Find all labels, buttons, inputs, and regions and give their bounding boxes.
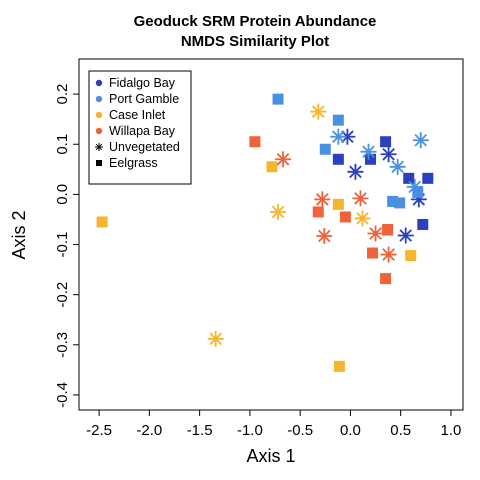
x-tick-label: 0.5 [390, 422, 411, 439]
legend-site-dot [96, 80, 102, 86]
y-tick-label: -0.1 [54, 232, 71, 258]
x-tick-label: -1.0 [237, 422, 263, 439]
data-point-square [394, 197, 405, 208]
data-point-square [333, 154, 344, 165]
data-point-asterisk [407, 179, 423, 195]
data-point-asterisk [390, 159, 406, 175]
data-point-square [273, 94, 284, 105]
data-point-asterisk [347, 164, 363, 180]
data-point-asterisk [381, 247, 397, 263]
y-tick-label: -0.4 [54, 382, 71, 408]
data-point-asterisk [270, 204, 286, 220]
data-point-asterisk [361, 144, 377, 160]
data-point-square [333, 115, 344, 126]
data-point-square [334, 361, 345, 372]
legend-site-label: Fidalgo Bay [109, 76, 176, 90]
data-point-asterisk [316, 228, 332, 244]
x-tick-label: -2.0 [136, 422, 162, 439]
legend-habitat-label: Eelgrass [109, 156, 158, 170]
data-point-asterisk [275, 151, 291, 167]
legend-site-label: Port Gamble [109, 92, 179, 106]
legend-site-dot [96, 96, 102, 102]
legend-site-label: Willapa Bay [109, 124, 176, 138]
data-point-square [382, 224, 393, 235]
x-tick-label: -2.5 [86, 422, 112, 439]
data-point-square [313, 206, 324, 217]
x-tick-label: -1.5 [187, 422, 213, 439]
legend-habitat-label: Unvegetated [109, 140, 180, 154]
data-point-asterisk [310, 104, 326, 120]
data-point-square [367, 248, 378, 259]
data-point-square [340, 211, 351, 222]
data-point-asterisk [368, 225, 384, 241]
data-point-square [422, 173, 433, 184]
legend-site-dot [96, 112, 102, 118]
legend-site-label: Case Inlet [109, 108, 166, 122]
y-axis-label: Axis 2 [9, 210, 29, 259]
y-tick-label: -0.2 [54, 282, 71, 308]
legend-asterisk-marker [95, 143, 103, 151]
data-point-square [417, 219, 428, 230]
data-point-asterisk [208, 331, 224, 347]
data-point-asterisk [352, 190, 368, 206]
x-tick-label: -0.5 [287, 422, 313, 439]
legend-square-marker [96, 160, 102, 166]
x-tick-label: 1.0 [441, 422, 462, 439]
data-point-square [267, 161, 278, 172]
data-point-square [97, 216, 108, 227]
x-tick-label: 0.0 [340, 422, 361, 439]
y-tick-label: 0.2 [54, 84, 71, 105]
data-point-square [380, 273, 391, 284]
data-point-asterisk [314, 191, 330, 207]
data-point-asterisk [381, 146, 397, 162]
data-point-asterisk [398, 228, 414, 244]
data-point-square [365, 154, 376, 165]
data-point-asterisk [330, 129, 346, 145]
data-point-square [380, 136, 391, 147]
y-tick-label: -0.3 [54, 332, 71, 358]
data-point-asterisk [354, 210, 370, 226]
data-point-square [333, 199, 344, 210]
data-point-asterisk [413, 132, 429, 148]
y-tick-label: 0.0 [54, 184, 71, 205]
legend: Fidalgo Bay Port Gamble Case Inlet Willapa … [89, 71, 191, 184]
y-tick-label: 0.1 [54, 134, 71, 155]
x-axis-label: Axis 1 [246, 446, 295, 466]
data-point-square [320, 144, 331, 155]
y-axis: -0.4 -0.3 -0.2 -0.1 0.0 0.1 0.2 [54, 84, 79, 408]
chart-title-line2: NMDS Similarity Plot [181, 33, 329, 50]
x-axis: -2.5 -2.0 -1.5 -1.0 -0.5 0.0 0.5 1.0 [86, 410, 461, 439]
data-point-square [405, 250, 416, 261]
chart-title-line1: Geoduck SRM Protein Abundance [134, 13, 377, 30]
data-point-square [403, 173, 414, 184]
legend-site-dot [96, 128, 102, 134]
data-point-square [249, 136, 260, 147]
